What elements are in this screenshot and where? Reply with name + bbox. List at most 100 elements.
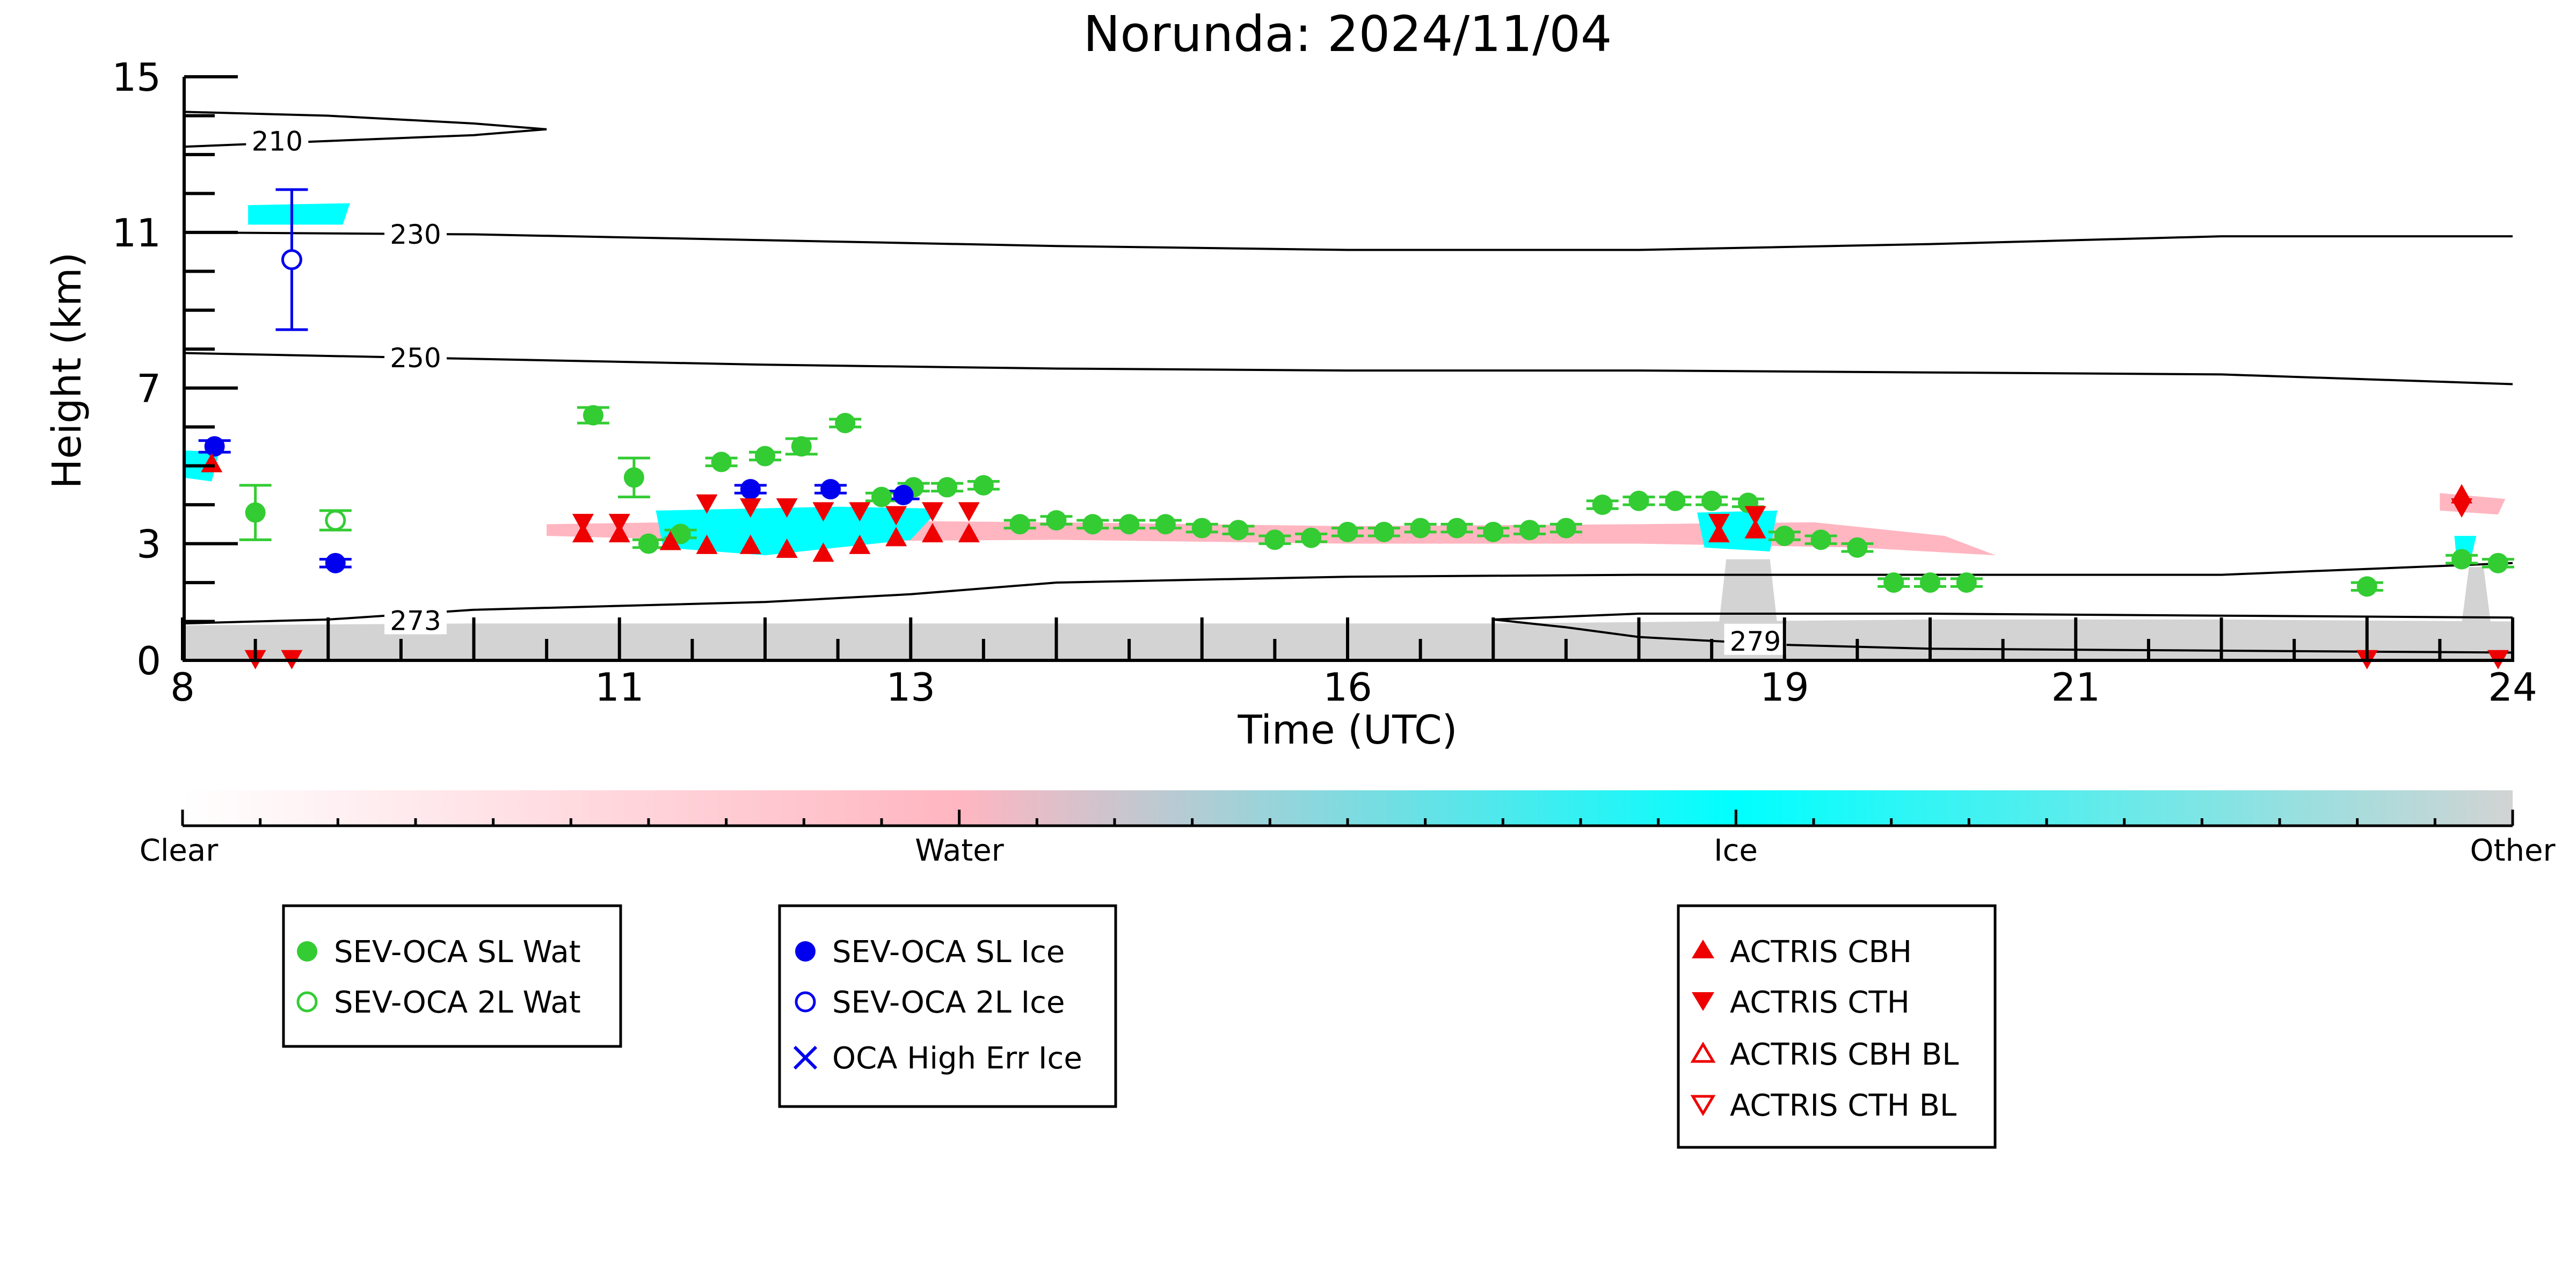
cloud-region-7 <box>248 203 350 225</box>
chart-title: Norunda: 2024/11/04 <box>1083 5 1612 63</box>
marker-sev-oca-sl-wat-6 <box>755 446 775 467</box>
marker-sev-oca-sl-wat-8 <box>835 412 856 433</box>
marker-actris-cth-11 <box>958 502 980 522</box>
marker-actris-cth-6 <box>776 498 798 518</box>
marker-actris-cth-5 <box>739 498 761 518</box>
y-axis-label: Height (km) <box>44 252 90 489</box>
marker-sev-oca-sl-wat-21 <box>1301 527 1322 548</box>
x-tick-label-11: 11 <box>595 665 644 710</box>
x-tick-label-13: 13 <box>886 665 935 710</box>
contour-230 <box>183 231 2513 251</box>
y-tick-label-11: 11 <box>112 210 161 256</box>
marker-sev-oca-sl-wat-0 <box>245 502 266 523</box>
legend-marker-cbh-bl <box>1690 1042 1716 1063</box>
marker-sev-oca-sl-wat-30 <box>1628 490 1649 511</box>
marker-actris-cbh-3 <box>659 530 681 550</box>
marker-sev-oca-sl-wat-9 <box>871 486 892 507</box>
legend-water-box <box>282 904 622 1048</box>
x-ticks: 8 11 13 16 19 21 24 <box>170 617 2537 710</box>
marker-sev-oca-sl-wat-41 <box>2451 549 2472 570</box>
plot-area: 210 230 250 273 279 <box>183 111 2514 670</box>
marker-sev-oca-sl-wat-14 <box>1046 510 1067 531</box>
legend-label-sl-wat: SEV-OCA SL Wat <box>334 935 581 970</box>
marker-actris-cbh-7 <box>812 542 834 562</box>
colorbar-label-water: Water <box>915 833 1005 868</box>
x-axis-label: Time (UTC) <box>1237 707 1457 753</box>
colorbar-label-clear: Clear <box>140 833 219 868</box>
legend-marker-high-err-ice <box>793 1045 818 1070</box>
marker-sev-oca-2l-wat-0 <box>325 510 346 531</box>
marker-sev-oca-sl-wat-16 <box>1119 514 1140 535</box>
cloud-region-5 <box>656 506 940 556</box>
marker-sev-oca-sl-wat-42 <box>2487 552 2508 573</box>
y-tick-label-0: 0 <box>136 638 161 683</box>
marker-actris-cth-8 <box>849 502 871 522</box>
contour-label-273: 273 <box>390 605 441 636</box>
cloud-region-4 <box>2440 493 2506 515</box>
x-tick-label-24: 24 <box>2488 665 2537 710</box>
contour-label-bg-273 <box>384 603 447 635</box>
x-tick-label-19: 19 <box>1760 665 1809 710</box>
marker-sev-oca-sl-wat-38 <box>1920 572 1940 593</box>
contour-label-bg-210 <box>246 123 309 155</box>
marker-sev-oca-sl-wat-29 <box>1592 494 1613 515</box>
marker-sev-oca-sl-ice-1 <box>325 552 346 573</box>
marker-actris-cth-10 <box>921 502 943 522</box>
marker-sev-oca-sl-ice-0 <box>204 436 225 457</box>
marker-sev-oca-sl-wat-5 <box>711 452 732 472</box>
marker-sev-oca-sl-wat-40 <box>2356 576 2377 597</box>
colorbar-label-ice: Ice <box>1714 833 1758 868</box>
marker-sev-oca-sl-wat-19 <box>1228 520 1249 541</box>
legend-ice-box <box>778 904 1117 1108</box>
marker-sev-oca-sl-wat-39 <box>1956 572 1977 593</box>
marker-actris-cth-3 <box>608 514 630 534</box>
colorbar-ticks <box>181 810 2514 826</box>
marker-sev-oca-sl-wat-11 <box>937 477 958 498</box>
legend-label-cbh-bl: ACTRIS CBH BL <box>1730 1037 1959 1072</box>
marker-sev-oca-sl-wat-20 <box>1264 529 1285 550</box>
marker-sev-oca-sl-wat-24 <box>1410 518 1431 539</box>
marker-sev-oca-sl-wat-32 <box>1701 490 1722 511</box>
marker-sev-oca-sl-ice-3 <box>820 479 841 500</box>
marker-sev-oca-sl-wat-12 <box>973 475 994 496</box>
marker-sev-oca-sl-wat-27 <box>1519 520 1540 541</box>
marker-sev-oca-sl-ice-4 <box>893 485 914 506</box>
cloud-region-2 <box>2462 567 2491 624</box>
marker-sev-oca-sl-wat-3 <box>638 533 659 554</box>
marker-sev-oca-sl-wat-7 <box>791 436 812 457</box>
marker-sev-oca-sl-wat-1 <box>583 405 603 426</box>
y-tick-label-7: 7 <box>136 366 161 411</box>
marker-sev-oca-sl-wat-4 <box>670 523 691 544</box>
marker-actris-cth-4 <box>696 494 718 514</box>
contour-label-bg-279 <box>1724 623 1787 655</box>
legend-actris: ACTRIS CBH ACTRIS CTH ACTRIS CBH BL ACTR… <box>1677 904 1997 1149</box>
cloud-type-background <box>183 203 2513 660</box>
x-tick-label-8: 8 <box>170 665 195 710</box>
marker-sev-oca-sl-wat-23 <box>1373 521 1394 542</box>
marker-sev-oca-sl-wat-35 <box>1810 529 1831 550</box>
marker-sev-oca-2l-ice-0 <box>281 249 302 271</box>
legend-actris-box <box>1677 904 1997 1149</box>
contour-label-230: 230 <box>390 219 441 250</box>
y-ticks: 0 3 7 11 15 <box>112 55 238 683</box>
marker-actris-cbh-10 <box>921 523 943 543</box>
marker-actris-cbh-11 <box>958 523 980 543</box>
marker-sev-oca-sl-wat-31 <box>1665 490 1686 511</box>
contour-273 <box>183 562 2513 625</box>
marker-sev-oca-sl-wat-34 <box>1774 526 1795 547</box>
temperature-contours: 210 230 250 273 279 <box>183 111 2513 657</box>
cloud-region-8 <box>1697 511 1778 552</box>
marker-sev-oca-sl-ice-2 <box>740 479 761 500</box>
legend-label-sl-ice: SEV-OCA SL Ice <box>832 935 1065 970</box>
marker-sev-oca-sl-wat-25 <box>1446 518 1467 539</box>
marker-sev-oca-sl-wat-36 <box>1847 537 1868 558</box>
marker-actris-cbh-8 <box>849 534 871 554</box>
legend-marker-cbh <box>1692 940 1714 958</box>
marker-sev-oca-sl-wat-13 <box>1009 514 1030 535</box>
contour-label-210: 210 <box>252 126 303 157</box>
contour-label-279: 279 <box>1730 626 1781 657</box>
marker-sev-oca-sl-wat-37 <box>1883 572 1904 593</box>
x-tick-label-21: 21 <box>2051 665 2100 710</box>
axes: 0 3 7 11 15 8 11 13 16 19 21 24 <box>112 55 2537 710</box>
